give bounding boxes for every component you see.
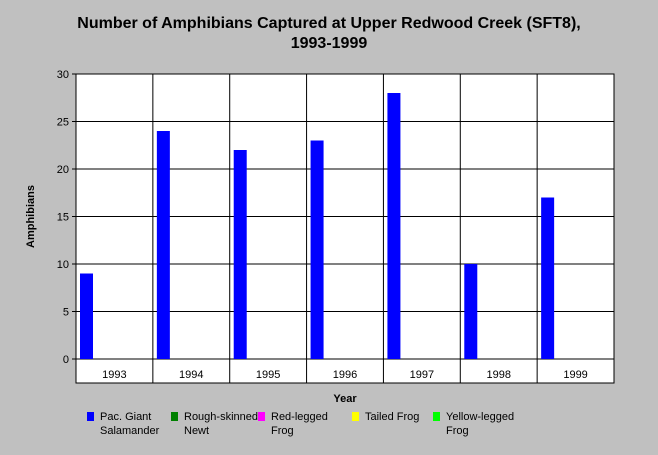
legend-label-line2: Frog: [271, 425, 294, 437]
plot-area: [76, 74, 614, 383]
x-axis-title: Year: [333, 393, 357, 405]
bar: [464, 264, 478, 359]
chart-title-line2: 1993-1999: [290, 35, 368, 52]
x-tick-label: 1994: [179, 369, 203, 381]
legend-label: Red-legged Frog: [271, 410, 351, 438]
x-tick-label: 1993: [102, 369, 126, 381]
y-tick-label: 10: [57, 259, 69, 271]
bar: [387, 93, 401, 359]
legend-label: Rough-skinned Newt: [184, 410, 264, 438]
legend-label-line2: Salamander: [100, 425, 160, 437]
legend-label-line1: Rough-skinned: [184, 411, 258, 423]
x-tick-label: 1999: [563, 369, 587, 381]
x-tick-label: 1998: [486, 369, 510, 381]
y-tick-label: 20: [57, 164, 69, 176]
bar: [156, 131, 170, 359]
legend-swatch: [87, 412, 94, 421]
y-tick-label: 5: [63, 307, 69, 319]
legend-label-line2: Frog: [446, 425, 469, 437]
legend-swatch: [433, 412, 440, 421]
y-tick-label: 15: [57, 212, 69, 224]
x-tick-label: 1997: [410, 369, 434, 381]
legend-label-line1: Pac. Giant: [100, 411, 152, 423]
plot-frame: [75, 73, 615, 384]
bar: [80, 273, 93, 359]
legend-label-line2: Newt: [184, 425, 210, 437]
legend-label: Yellow-legged Frog: [446, 410, 526, 438]
legend-label: Tailed Frog: [365, 410, 445, 424]
legend-label-line1: Tailed Frog: [365, 411, 420, 423]
bar: [310, 140, 324, 359]
chart-title: Number of Amphibians Captured at Upper R…: [0, 14, 658, 54]
legend-swatch: [258, 412, 265, 421]
legend-swatch: [352, 412, 359, 421]
x-tick-label: 1996: [333, 369, 357, 381]
legend-label-line1: Yellow-legged: [446, 411, 515, 423]
x-tick-label: 1995: [256, 369, 280, 381]
y-tick-label: 30: [57, 69, 69, 81]
bar: [541, 197, 555, 359]
y-axis-title: Amphibians: [25, 185, 37, 248]
legend-label: Pac. Giant Salamander: [100, 410, 180, 438]
legend: Pac. Giant Salamander Rough-skinned Newt Red…: [0, 410, 658, 450]
bar: [233, 150, 247, 359]
chart-title-line1: Number of Amphibians Captured at Upper R…: [77, 15, 581, 32]
y-tick-label: 0: [63, 354, 69, 366]
legend-label-line1: Red-legged: [271, 411, 328, 423]
y-tick-label: 25: [57, 117, 69, 129]
legend-swatch: [171, 412, 178, 421]
